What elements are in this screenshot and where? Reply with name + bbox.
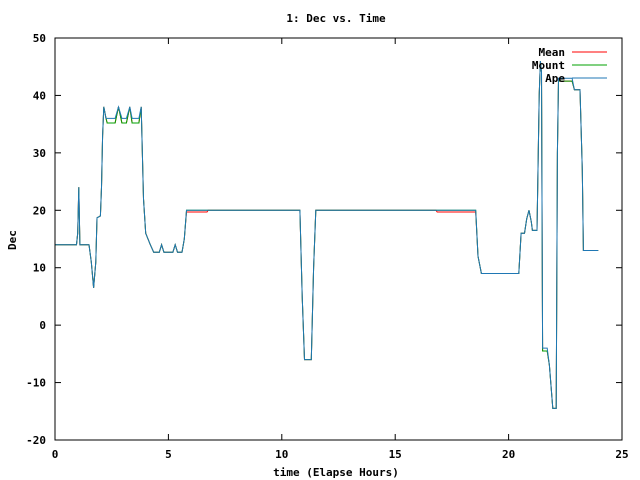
legend-label-mean: Mean: [539, 46, 566, 59]
y-tick-label: 40: [33, 89, 46, 102]
series-layer: [55, 60, 599, 409]
series-line-ape: [55, 60, 599, 409]
x-tick-label: 25: [615, 448, 628, 461]
y-tick-label: 0: [39, 319, 46, 332]
y-tick-label: 30: [33, 147, 46, 160]
x-tick-label: 20: [502, 448, 515, 461]
y-tick-label: -10: [26, 377, 46, 390]
legend-label-ape: Ape: [545, 72, 565, 85]
series-line-mount: [55, 60, 599, 409]
plot-frame: [54, 37, 623, 441]
legend-label-mount: Mount: [532, 59, 565, 72]
y-tick-label: 20: [33, 204, 46, 217]
x-tick-label: 0: [52, 448, 59, 461]
chart-title: 1: Dec vs. Time: [286, 12, 386, 25]
x-tick-label: 5: [165, 448, 172, 461]
x-axis-label: time (Elapse Hours): [273, 466, 399, 479]
x-tick-label: 15: [389, 448, 402, 461]
y-tick-label: 10: [33, 262, 46, 275]
y-tick-label: -20: [26, 434, 46, 447]
y-axis-label: Dec: [6, 230, 19, 250]
axis-ticks: 0 5 10 15 20 25 -20 -10 0 10 20 30 40 50: [26, 32, 629, 461]
x-tick-label: 10: [275, 448, 288, 461]
series-line-mean: [55, 60, 599, 409]
y-tick-label: 50: [33, 32, 46, 45]
